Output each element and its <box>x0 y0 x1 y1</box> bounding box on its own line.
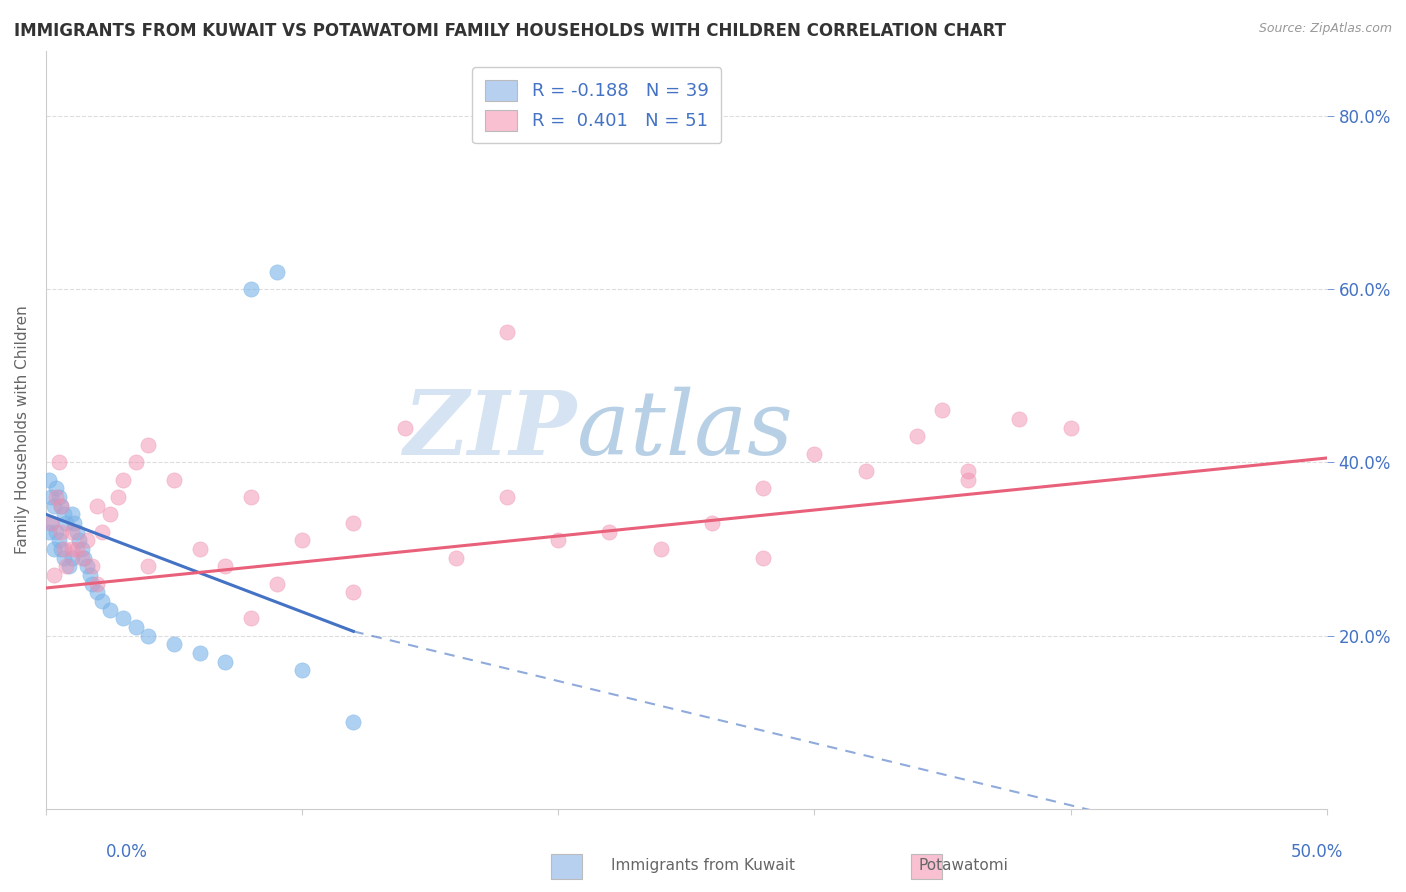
Point <box>63 516 86 530</box>
Point <box>60 524 83 539</box>
Point <box>957 464 980 478</box>
Text: Immigrants from Kuwait: Immigrants from Kuwait <box>612 858 794 872</box>
Point <box>76 533 98 548</box>
Point <box>86 499 108 513</box>
Point <box>803 447 825 461</box>
Point <box>60 508 83 522</box>
Point <box>51 541 73 556</box>
Point <box>342 585 364 599</box>
Point <box>80 559 103 574</box>
Point <box>42 499 65 513</box>
Point <box>86 576 108 591</box>
Point <box>214 559 236 574</box>
Text: IMMIGRANTS FROM KUWAIT VS POTAWATOMI FAMILY HOUSEHOLDS WITH CHILDREN CORRELATION: IMMIGRANTS FROM KUWAIT VS POTAWATOMI FAM… <box>14 22 1007 40</box>
Point <box>342 715 364 730</box>
Point <box>52 550 75 565</box>
Y-axis label: Family Households with Children: Family Households with Children <box>15 305 30 554</box>
Point <box>138 629 160 643</box>
Point <box>98 508 121 522</box>
Point <box>45 481 67 495</box>
Point <box>752 550 775 565</box>
Point <box>51 499 73 513</box>
Text: 0.0%: 0.0% <box>105 843 148 861</box>
Point <box>55 559 77 574</box>
Point <box>855 464 877 478</box>
Point <box>48 533 70 548</box>
Point <box>38 524 60 539</box>
Point <box>45 524 67 539</box>
Point <box>111 473 134 487</box>
Point <box>124 620 146 634</box>
Point <box>239 490 262 504</box>
Point <box>39 516 62 530</box>
Point <box>239 282 262 296</box>
Point <box>39 490 62 504</box>
Point <box>52 541 75 556</box>
Point <box>752 481 775 495</box>
Point <box>73 550 96 565</box>
Point <box>80 576 103 591</box>
Point <box>48 490 70 504</box>
Point <box>66 541 89 556</box>
Point <box>239 611 262 625</box>
Point <box>957 473 980 487</box>
Point <box>214 655 236 669</box>
Point <box>48 455 70 469</box>
Point <box>39 516 62 530</box>
Point <box>91 524 114 539</box>
Text: Source: ZipAtlas.com: Source: ZipAtlas.com <box>1258 22 1392 36</box>
Point <box>496 326 519 340</box>
Point <box>70 550 93 565</box>
Point <box>55 516 77 530</box>
Point <box>138 559 160 574</box>
Point <box>111 611 134 625</box>
Point <box>107 490 129 504</box>
Point <box>60 550 83 565</box>
Point <box>67 533 90 548</box>
Point <box>38 473 60 487</box>
Point <box>51 499 73 513</box>
Point <box>58 559 80 574</box>
Legend: R = -0.188   N = 39, R =  0.401   N = 51: R = -0.188 N = 39, R = 0.401 N = 51 <box>472 67 721 144</box>
Point <box>60 541 83 556</box>
Text: atlas: atlas <box>578 386 793 474</box>
Point <box>163 637 186 651</box>
Point <box>547 533 569 548</box>
Point <box>291 533 314 548</box>
Point <box>91 594 114 608</box>
Point <box>45 490 67 504</box>
Point <box>650 541 672 556</box>
Point <box>931 403 953 417</box>
Point <box>124 455 146 469</box>
Point <box>394 420 416 434</box>
Text: ZIP: ZIP <box>404 386 578 473</box>
Point <box>52 508 75 522</box>
Point <box>905 429 928 443</box>
Point <box>66 524 89 539</box>
Point <box>79 568 101 582</box>
Point <box>76 559 98 574</box>
Point <box>188 646 211 660</box>
Point <box>42 568 65 582</box>
Point <box>86 585 108 599</box>
Point <box>291 664 314 678</box>
Point <box>188 541 211 556</box>
Point <box>598 524 620 539</box>
Point <box>1008 412 1031 426</box>
Point <box>42 541 65 556</box>
Point <box>163 473 186 487</box>
Point <box>266 265 288 279</box>
Text: 50.0%: 50.0% <box>1291 843 1343 861</box>
Point <box>138 438 160 452</box>
Point <box>51 524 73 539</box>
Point <box>496 490 519 504</box>
Point <box>1059 420 1081 434</box>
Point <box>342 516 364 530</box>
Point <box>266 576 288 591</box>
Text: Potawatomi: Potawatomi <box>918 858 1008 872</box>
Point <box>444 550 467 565</box>
Point <box>98 602 121 616</box>
Point <box>700 516 723 530</box>
Point <box>70 541 93 556</box>
